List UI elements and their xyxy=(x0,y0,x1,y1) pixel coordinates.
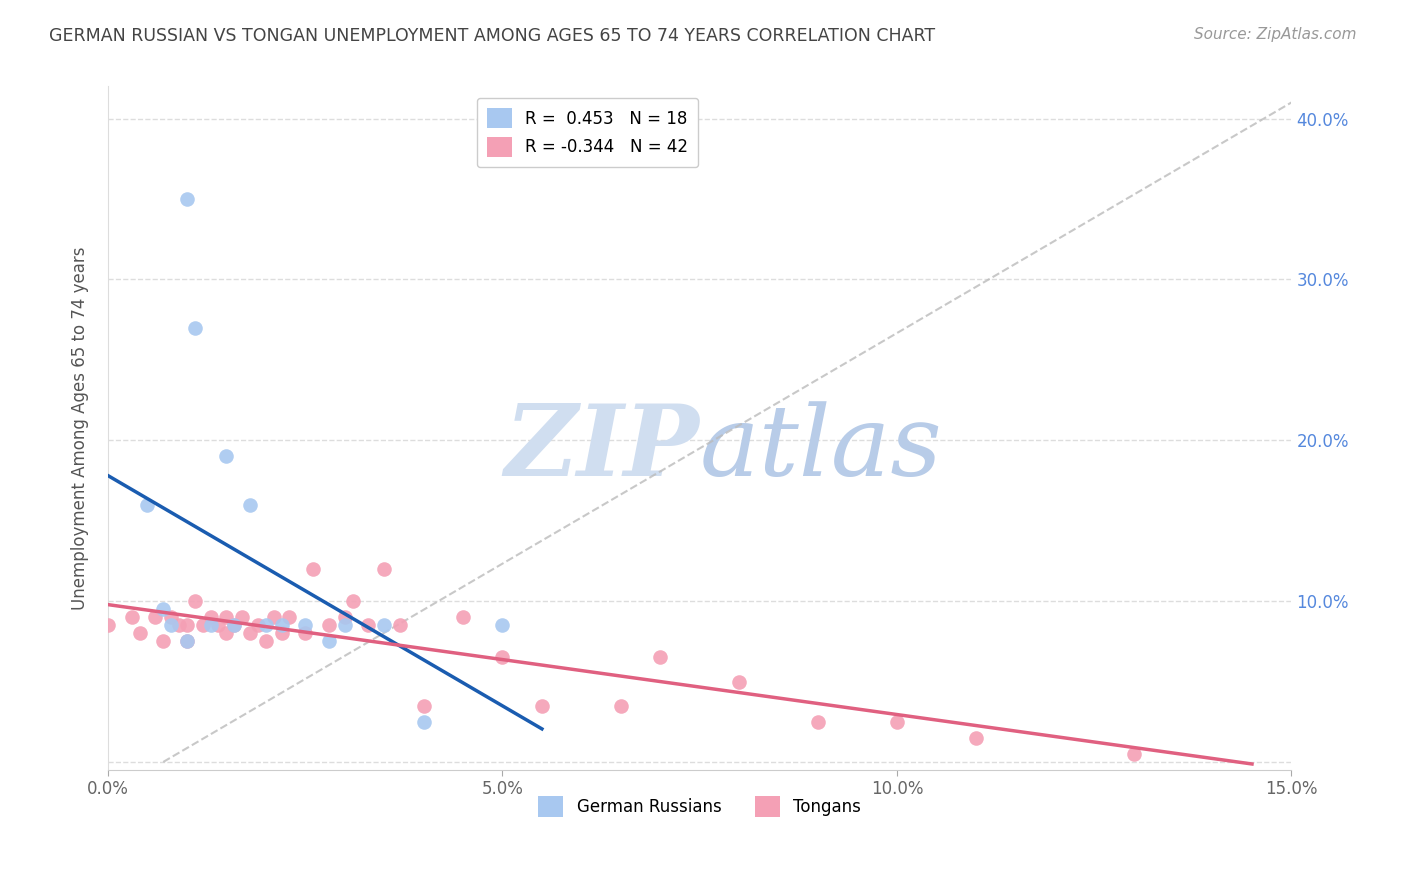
Point xyxy=(373,562,395,576)
Point xyxy=(215,626,238,640)
Point xyxy=(318,634,340,648)
Point xyxy=(160,618,183,632)
Point xyxy=(215,450,238,464)
Point xyxy=(191,618,214,632)
Point xyxy=(1122,747,1144,761)
Point xyxy=(302,562,325,576)
Point xyxy=(965,731,987,745)
Point xyxy=(231,610,253,624)
Point xyxy=(412,714,434,729)
Point xyxy=(294,618,316,632)
Point xyxy=(318,618,340,632)
Point xyxy=(200,618,222,632)
Point xyxy=(136,498,159,512)
Point xyxy=(333,618,356,632)
Point xyxy=(388,618,411,632)
Point xyxy=(807,714,830,729)
Point xyxy=(152,634,174,648)
Point xyxy=(239,626,262,640)
Text: Source: ZipAtlas.com: Source: ZipAtlas.com xyxy=(1194,27,1357,42)
Point xyxy=(357,618,380,632)
Point xyxy=(160,610,183,624)
Point xyxy=(412,698,434,713)
Point xyxy=(530,698,553,713)
Point xyxy=(224,618,246,632)
Text: atlas: atlas xyxy=(700,401,942,496)
Point xyxy=(254,618,277,632)
Point xyxy=(200,610,222,624)
Point xyxy=(886,714,908,729)
Point xyxy=(176,618,198,632)
Point xyxy=(152,602,174,616)
Point xyxy=(246,618,269,632)
Point xyxy=(224,618,246,632)
Legend: German Russians, Tongans: German Russians, Tongans xyxy=(531,789,868,823)
Point xyxy=(728,674,751,689)
Point xyxy=(333,610,356,624)
Point xyxy=(121,610,143,624)
Point xyxy=(176,192,198,206)
Point xyxy=(215,610,238,624)
Point xyxy=(270,626,292,640)
Point xyxy=(176,634,198,648)
Point xyxy=(451,610,474,624)
Point xyxy=(294,626,316,640)
Point xyxy=(373,618,395,632)
Point xyxy=(270,618,292,632)
Point xyxy=(207,618,229,632)
Point xyxy=(184,594,207,608)
Point xyxy=(278,610,301,624)
Point xyxy=(128,626,150,640)
Text: ZIP: ZIP xyxy=(505,401,700,497)
Point xyxy=(176,634,198,648)
Y-axis label: Unemployment Among Ages 65 to 74 years: Unemployment Among Ages 65 to 74 years xyxy=(72,246,89,610)
Point xyxy=(491,618,513,632)
Point xyxy=(239,498,262,512)
Point xyxy=(610,698,633,713)
Point xyxy=(491,650,513,665)
Point xyxy=(184,320,207,334)
Point xyxy=(143,610,166,624)
Point xyxy=(167,618,190,632)
Point xyxy=(650,650,672,665)
Text: GERMAN RUSSIAN VS TONGAN UNEMPLOYMENT AMONG AGES 65 TO 74 YEARS CORRELATION CHAR: GERMAN RUSSIAN VS TONGAN UNEMPLOYMENT AM… xyxy=(49,27,935,45)
Point xyxy=(342,594,364,608)
Point xyxy=(254,634,277,648)
Point xyxy=(263,610,285,624)
Point xyxy=(97,618,120,632)
